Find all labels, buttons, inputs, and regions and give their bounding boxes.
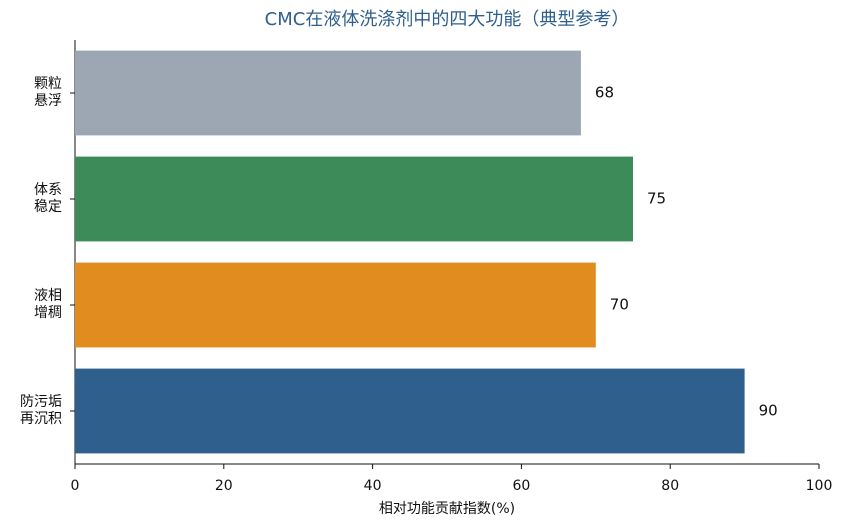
x-tick-label: 20 (215, 478, 233, 494)
y-tick-label: 液相 增稠 (34, 288, 62, 321)
bar (75, 156, 633, 242)
x-tick-label: 40 (364, 478, 382, 494)
x-tick-label: 60 (512, 478, 530, 494)
x-tick-label: 100 (806, 478, 833, 494)
value-label: 68 (595, 84, 614, 102)
bar (75, 50, 581, 136)
x-tick-label: 80 (661, 478, 679, 494)
y-tick-label: 防污垢 再沉积 (20, 394, 62, 427)
y-tick-label: 体系 稳定 (34, 182, 62, 215)
y-tick-label: 颗粒 悬浮 (34, 76, 62, 109)
bar (75, 368, 745, 454)
x-tick-label: 0 (71, 478, 80, 494)
value-label: 70 (610, 296, 629, 314)
value-label: 75 (647, 190, 666, 208)
chart-title: CMC在液体洗涤剂中的四大功能（典型参考） (265, 9, 630, 30)
value-label: 90 (759, 402, 778, 420)
bar (75, 262, 596, 348)
x-axis-label: 相对功能贡献指数(%) (379, 501, 515, 517)
